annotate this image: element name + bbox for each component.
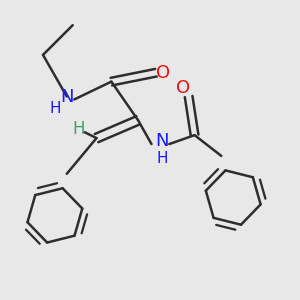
Text: O: O: [176, 79, 190, 97]
Text: O: O: [156, 64, 170, 82]
Text: N: N: [60, 88, 74, 106]
Text: H: H: [72, 120, 85, 138]
Text: H: H: [49, 101, 61, 116]
Text: N: N: [155, 132, 169, 150]
Text: H: H: [156, 152, 168, 166]
